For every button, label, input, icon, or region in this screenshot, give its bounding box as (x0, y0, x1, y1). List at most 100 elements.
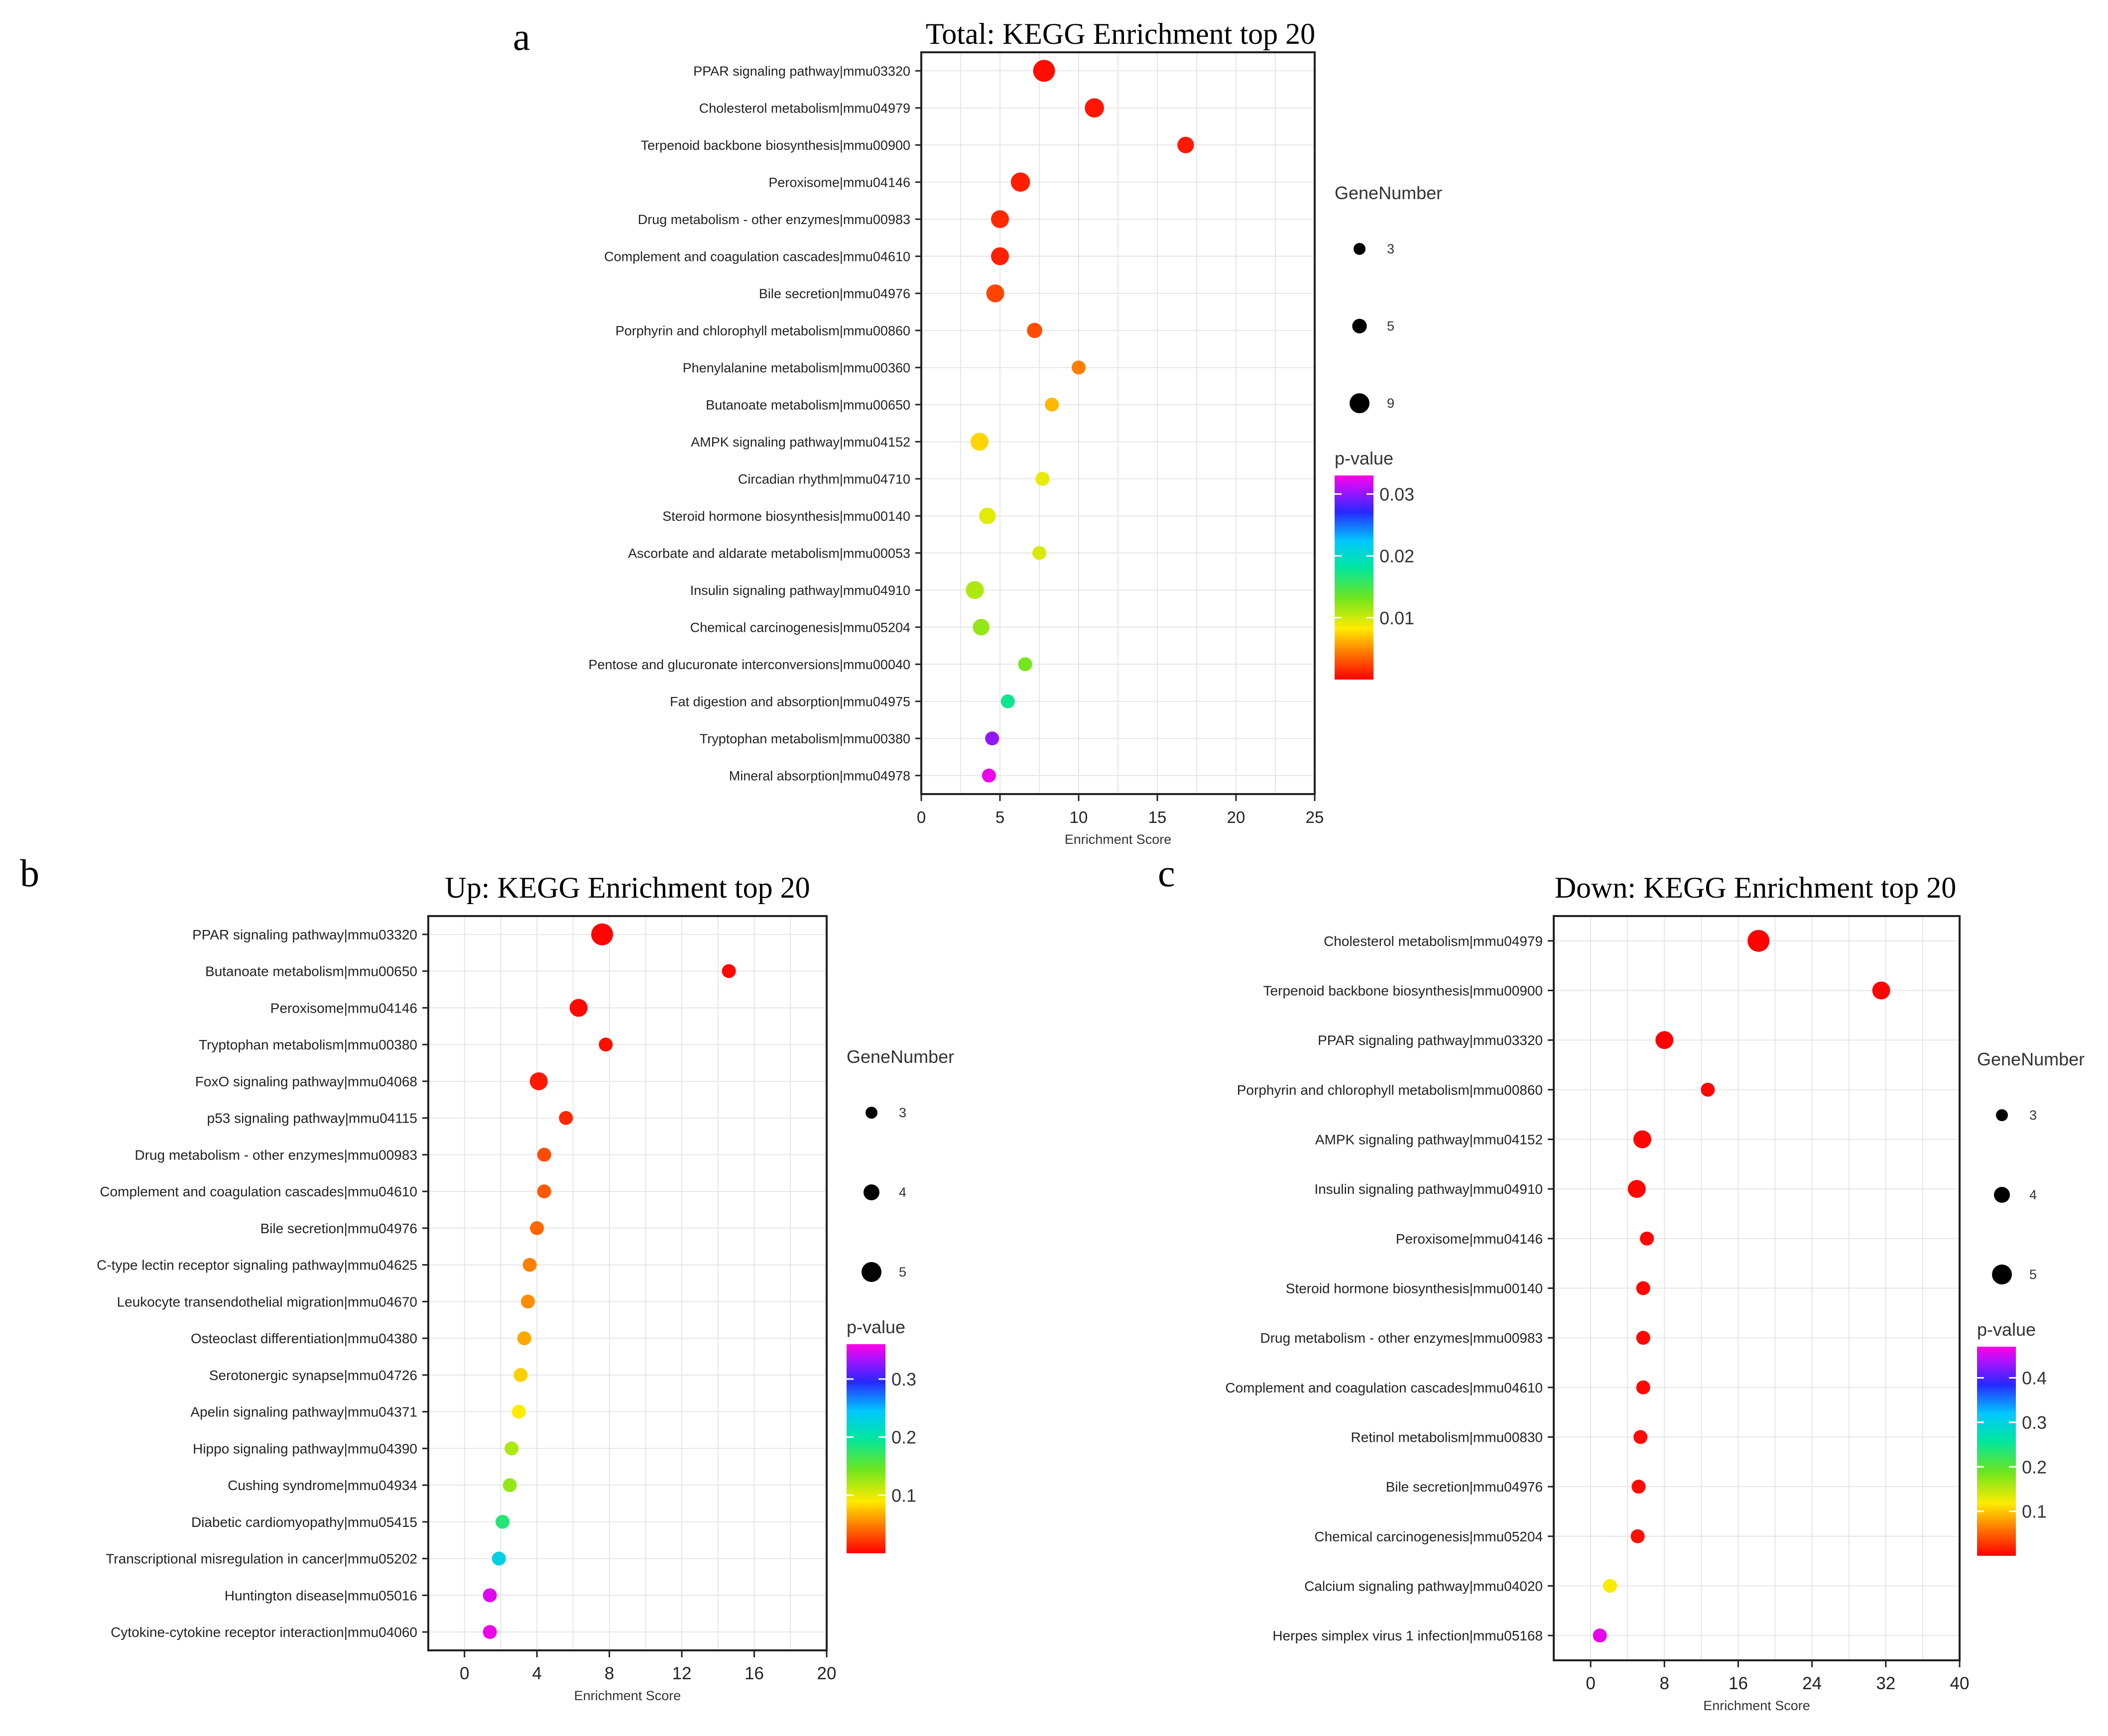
size-legend-label: 3 (1387, 241, 1394, 256)
y-tick-label: Terpenoid backbone biosynthesis|mmu00900 (641, 138, 910, 153)
y-tick-label: Circadian rhythm|mmu04710 (738, 471, 910, 486)
y-tick-label: Terpenoid backbone biosynthesis|mmu00900 (1263, 983, 1543, 999)
data-point (483, 1625, 497, 1639)
y-tick-label: Cushing syndrome|mmu04934 (228, 1478, 417, 1493)
x-tick-label: 24 (1802, 1674, 1822, 1693)
y-tick-label: Chemical carcinogenesis|mmu05204 (1314, 1529, 1543, 1544)
x-tick-label: 16 (1729, 1674, 1748, 1693)
data-point (1072, 360, 1086, 375)
y-tick-label: Steroid hormone biosynthesis|mmu00140 (1286, 1281, 1543, 1296)
data-point (483, 1588, 497, 1603)
x-tick-label: 8 (605, 1664, 614, 1683)
panel-c: c Down: KEGG Enrichment top 20 0 8 16 24 32 40 E… (1158, 851, 2085, 1713)
y-tick-label: FoxO signaling pathway|mmu04068 (195, 1074, 417, 1089)
y-tick-label: Phenylalanine metabolism|mmu00360 (683, 360, 910, 375)
y-tick-label: Cholesterol metabolism|mmu04979 (699, 101, 910, 116)
size-legend-marker (862, 1262, 881, 1282)
data-point (966, 581, 984, 599)
data-point (1633, 1130, 1651, 1149)
chart-title: Down: KEGG Enrichment top 20 (1555, 871, 1957, 904)
data-point (1747, 929, 1770, 952)
x-tick-label: 4 (532, 1664, 541, 1683)
data-point (1000, 694, 1015, 708)
y-tick-label: Transcriptional misregulation in cancer|… (106, 1551, 417, 1567)
y-tick-label: Osteoclast differentiation|mmu04380 (191, 1331, 417, 1346)
data-point (513, 1368, 528, 1382)
y-tick-label: Bile secretion|mmu04976 (260, 1221, 417, 1236)
size-legend-marker (1994, 1187, 2010, 1203)
data-point (559, 1111, 573, 1125)
y-tick-label: Leukocyte transendothelial migration|mmu… (117, 1294, 417, 1309)
y-tick-label: Peroxisome|mmu04146 (270, 1000, 417, 1016)
data-point (985, 731, 999, 746)
data-point (991, 210, 1009, 229)
plot-frame (427, 915, 828, 1651)
data-point (591, 923, 614, 945)
y-tick-label: Tryptophan metabolism|mmu00380 (199, 1037, 417, 1052)
data-point (504, 1441, 519, 1456)
data-point (530, 1221, 544, 1235)
size-legend-marker (1996, 1109, 2008, 1121)
size-legend-marker (1350, 393, 1369, 413)
pvalue-colorbar (1335, 475, 1373, 680)
y-tick-label: AMPK signaling pathway|mmu04152 (691, 435, 910, 450)
y-tick-label: C-type lectin receptor signaling pathway… (97, 1258, 417, 1273)
gene-number-legend-title: GeneNumber (1335, 183, 1442, 203)
y-tick-label: PPAR signaling pathway|mmu03320 (693, 64, 910, 79)
y-tick-label: AMPK signaling pathway|mmu04152 (1315, 1132, 1543, 1148)
data-point (1655, 1031, 1674, 1049)
chart-title: Total: KEGG Enrichment top 20 (926, 17, 1315, 50)
size-legend-label: 3 (2029, 1108, 2037, 1123)
size-legend-label: 5 (899, 1265, 906, 1279)
y-tick-label: Mineral absorption|mmu04978 (729, 768, 910, 783)
size-legend-label: 3 (899, 1105, 906, 1120)
y-tick-label: Drug metabolism - other enzymes|mmu00983 (134, 1147, 417, 1162)
x-tick-label: 0 (460, 1664, 469, 1683)
x-tick-label: 0 (917, 808, 926, 826)
panel-b: b Up: KEGG Enrichment top 20 0 4 8 12 16 20 Enri… (20, 851, 954, 1703)
data-point (979, 507, 996, 524)
data-point (537, 1148, 551, 1162)
data-point (1701, 1082, 1715, 1097)
colorbar-tick-label: 0.3 (2022, 1412, 2047, 1433)
data-point (1627, 1180, 1646, 1198)
size-legend-marker (1354, 243, 1365, 255)
data-point (1636, 1331, 1650, 1345)
y-tick-label: Fat digestion and absorption|mmu04975 (670, 694, 910, 709)
y-tick-label: Butanoate metabolism|mmu00650 (205, 964, 417, 979)
y-tick-label: Apelin signaling pathway|mmu04371 (190, 1404, 417, 1420)
data-point (970, 433, 989, 451)
data-point (1640, 1231, 1654, 1246)
size-legend-label: 5 (1387, 319, 1394, 334)
size-legend-marker (866, 1107, 877, 1119)
data-point (569, 999, 588, 1017)
y-tick-label: Drug metabolism - other enzymes|mmu00983 (638, 212, 910, 227)
data-point (1085, 98, 1104, 118)
y-tick-label: Retinol metabolism|mmu00830 (1351, 1430, 1543, 1445)
data-point (986, 284, 1004, 303)
colorbar-tick-label: 0.2 (2022, 1457, 2047, 1477)
data-point (522, 1258, 537, 1272)
data-point (1872, 981, 1890, 1000)
y-tick-label: Cholesterol metabolism|mmu04979 (1324, 933, 1543, 949)
y-tick-label: Complement and coagulation cascades|mmu0… (1225, 1380, 1543, 1395)
data-point (496, 1514, 510, 1529)
data-point (1035, 471, 1050, 486)
y-tick-label: Diabetic cardiomyopathy|mmu05415 (191, 1514, 417, 1530)
y-tick-label: Ascorbate and aldarate metabolism|mmu000… (628, 546, 910, 561)
colorbar-tick-label: 0.02 (1379, 546, 1414, 567)
x-tick-label: 12 (672, 1664, 692, 1683)
y-tick-label: Butanoate metabolism|mmu00650 (706, 397, 910, 412)
y-tick-label: Porphyrin and chlorophyll metabolism|mmu… (616, 323, 910, 338)
y-tick-label: Insulin signaling pathway|mmu04910 (1314, 1181, 1543, 1197)
size-legend-label: 9 (1387, 396, 1394, 411)
size-legend-label: 5 (2029, 1267, 2037, 1282)
y-tick-label: Cytokine-cytokine receptor interaction|m… (111, 1624, 417, 1640)
data-point (1177, 136, 1194, 153)
x-axis-label: Enrichment Score (574, 1688, 681, 1703)
y-tick-label: Herpes simplex virus 1 infection|mmu0516… (1272, 1628, 1543, 1643)
y-tick-label: Tryptophan metabolism|mmu00380 (700, 731, 910, 746)
data-point (492, 1551, 506, 1566)
data-point (1636, 1380, 1650, 1394)
x-axis-label: Enrichment Score (1703, 1698, 1810, 1713)
